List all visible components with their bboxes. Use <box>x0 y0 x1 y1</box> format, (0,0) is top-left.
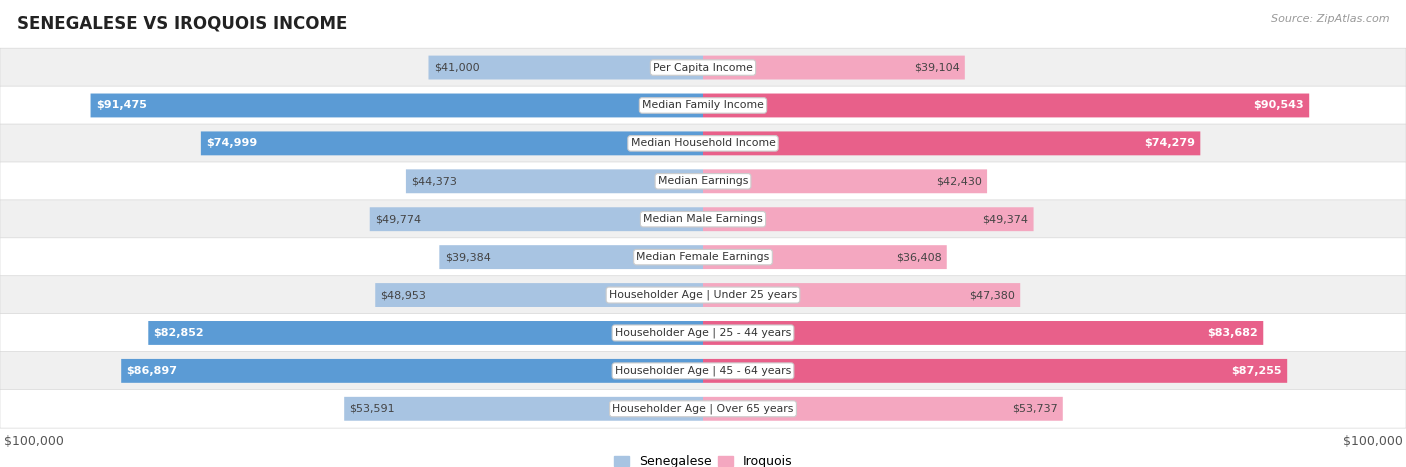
FancyBboxPatch shape <box>0 124 1406 163</box>
Text: Median Household Income: Median Household Income <box>630 138 776 149</box>
FancyBboxPatch shape <box>0 238 1406 276</box>
FancyBboxPatch shape <box>703 207 1033 231</box>
FancyBboxPatch shape <box>0 276 1406 314</box>
Text: Householder Age | 25 - 44 years: Householder Age | 25 - 44 years <box>614 328 792 338</box>
Text: Median Family Income: Median Family Income <box>643 100 763 111</box>
FancyBboxPatch shape <box>201 131 703 156</box>
FancyBboxPatch shape <box>148 321 703 345</box>
Text: $74,999: $74,999 <box>207 138 257 149</box>
Text: $47,380: $47,380 <box>969 290 1015 300</box>
Text: $42,430: $42,430 <box>936 177 981 186</box>
Text: $86,897: $86,897 <box>127 366 177 376</box>
Text: $82,852: $82,852 <box>153 328 204 338</box>
Text: $49,774: $49,774 <box>375 214 422 224</box>
FancyBboxPatch shape <box>703 283 1021 307</box>
Text: Per Capita Income: Per Capita Income <box>652 63 754 72</box>
FancyBboxPatch shape <box>0 48 1406 87</box>
Text: $74,279: $74,279 <box>1144 138 1195 149</box>
FancyBboxPatch shape <box>121 359 703 383</box>
FancyBboxPatch shape <box>344 397 703 421</box>
Text: $44,373: $44,373 <box>412 177 457 186</box>
FancyBboxPatch shape <box>429 56 703 79</box>
FancyBboxPatch shape <box>370 207 703 231</box>
FancyBboxPatch shape <box>703 397 1063 421</box>
Text: Median Earnings: Median Earnings <box>658 177 748 186</box>
Text: $87,255: $87,255 <box>1232 366 1282 376</box>
FancyBboxPatch shape <box>0 86 1406 125</box>
Text: Median Female Earnings: Median Female Earnings <box>637 252 769 262</box>
Text: $53,737: $53,737 <box>1012 404 1057 414</box>
FancyBboxPatch shape <box>0 162 1406 201</box>
Legend: Senegalese, Iroquois: Senegalese, Iroquois <box>609 450 797 467</box>
FancyBboxPatch shape <box>703 56 965 79</box>
Text: Householder Age | Over 65 years: Householder Age | Over 65 years <box>612 403 794 414</box>
Text: Source: ZipAtlas.com: Source: ZipAtlas.com <box>1271 14 1389 24</box>
Text: $39,104: $39,104 <box>914 63 959 72</box>
Text: $90,543: $90,543 <box>1253 100 1303 111</box>
Text: $49,374: $49,374 <box>983 214 1028 224</box>
FancyBboxPatch shape <box>703 321 1263 345</box>
FancyBboxPatch shape <box>0 200 1406 239</box>
FancyBboxPatch shape <box>90 93 703 117</box>
FancyBboxPatch shape <box>0 314 1406 352</box>
FancyBboxPatch shape <box>439 245 703 269</box>
FancyBboxPatch shape <box>0 352 1406 390</box>
Text: $53,591: $53,591 <box>350 404 395 414</box>
FancyBboxPatch shape <box>703 245 946 269</box>
Text: $36,408: $36,408 <box>896 252 942 262</box>
FancyBboxPatch shape <box>406 170 703 193</box>
Text: SENEGALESE VS IROQUOIS INCOME: SENEGALESE VS IROQUOIS INCOME <box>17 14 347 32</box>
FancyBboxPatch shape <box>703 170 987 193</box>
Text: $48,953: $48,953 <box>381 290 426 300</box>
Text: Median Male Earnings: Median Male Earnings <box>643 214 763 224</box>
FancyBboxPatch shape <box>375 283 703 307</box>
FancyBboxPatch shape <box>703 131 1201 156</box>
Text: Householder Age | Under 25 years: Householder Age | Under 25 years <box>609 290 797 300</box>
FancyBboxPatch shape <box>703 359 1288 383</box>
Text: $39,384: $39,384 <box>444 252 491 262</box>
Text: Householder Age | 45 - 64 years: Householder Age | 45 - 64 years <box>614 366 792 376</box>
FancyBboxPatch shape <box>703 93 1309 117</box>
FancyBboxPatch shape <box>0 389 1406 428</box>
Text: $41,000: $41,000 <box>434 63 479 72</box>
Text: $91,475: $91,475 <box>96 100 146 111</box>
Text: $83,682: $83,682 <box>1208 328 1258 338</box>
